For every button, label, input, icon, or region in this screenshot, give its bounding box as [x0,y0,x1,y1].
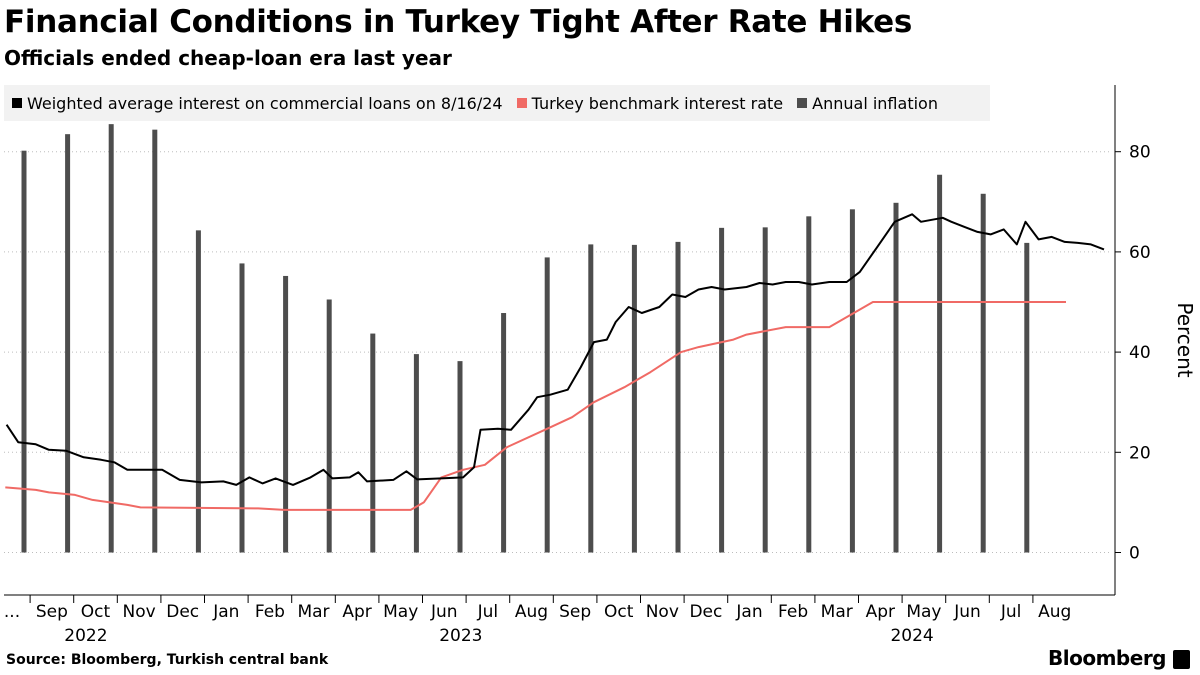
y-tick-label-80: 80 [1129,143,1151,163]
x-tick-label-2: Oct [81,602,111,622]
inflation-bar-16 [719,227,725,553]
legend-swatch-loans [12,98,22,108]
y-tick-label-60: 60 [1129,243,1151,263]
inflation-bar-11 [501,313,507,553]
legend-swatch-benchmark [516,98,527,108]
x-tick-label-3: Nov [123,602,156,622]
inflation-bar-0 [21,150,27,553]
legend-swatch-inflation [797,98,808,108]
inflation-bar-1 [65,134,71,553]
legend-label-inflation: Annual inflation [812,93,938,113]
legend-item-benchmark: Turkey benchmark interest rate [516,93,784,113]
source-note: Source: Bloomberg, Turkish central bank [6,652,329,668]
x-tick-label-8: Apr [342,602,371,622]
loans-rate-line [5,213,1105,486]
inflation-bar-9 [413,354,419,553]
x-tick-label-10: Jun [430,602,458,622]
x-year-label-0: 2022 [64,626,107,646]
x-tick-label-9: May [383,602,418,622]
inflation-bar-8 [370,333,376,553]
legend-item-inflation: Annual inflation [797,94,938,113]
x-tick-label-4: Dec [166,602,199,622]
inflation-bar-23 [1024,242,1030,553]
inflation-bar-13 [588,244,594,553]
inflation-bar-2 [108,124,114,553]
legend-label-loans: Weighted average interest on commercial … [27,93,503,113]
x-tick-label-17: Jan [735,602,762,622]
inflation-bar-22 [980,193,986,553]
x-tick-label-5: Jan [212,602,239,622]
x-tick-label-19: Mar [821,602,853,622]
x-tick-label-22: Jun [953,602,981,622]
line-series [5,213,1105,511]
inflation-bar-12 [544,257,550,553]
x-tick-label-20: Apr [866,602,895,622]
y-tick-label-0: 0 [1129,544,1140,564]
x-tick-label-15: Nov [646,602,679,622]
y-axis-title: Percent [1173,302,1197,377]
y-axis: 0 20 40 60 80 Percent [1114,85,1197,595]
inflation-bar-17 [762,227,768,553]
inflation-bar-6 [283,275,289,553]
x-tick-label-6: Feb [255,602,285,622]
y-tick-label-20: 20 [1129,443,1151,463]
inflation-bar-7 [326,299,332,553]
brand-wordmark: Bloomberg [1048,646,1166,670]
chart-legend: Weighted average interest on commercial … [4,85,990,121]
y-tick-label-40: 40 [1129,343,1151,363]
inflation-bar-19 [849,209,855,553]
x-tick-label-16: Dec [689,602,722,622]
grid-layer [4,151,1111,553]
chart-subtitle: Officials ended cheap-loan era last year [4,46,452,70]
x-tick-label-0: ... [4,602,20,622]
x-tick-label-1: Sep [36,602,68,622]
x-tick-label-21: May [906,602,941,622]
inflation-bar-18 [806,216,812,553]
bloomberg-logo-icon [1173,650,1190,669]
benchmark-rate-line [5,301,1066,511]
x-tick-label-24: Aug [1038,602,1071,622]
x-tick-label-18: Feb [778,602,808,622]
inflation-bar-21 [937,174,943,553]
legend-label-benchmark: Turkey benchmark interest rate [531,93,784,113]
x-tick-label-14: Oct [604,602,634,622]
x-year-label-2: 2024 [890,626,933,646]
x-tick-label-23: Jul [1000,602,1022,622]
inflation-bar-14 [631,244,637,553]
chart-title: Financial Conditions in Turkey Tight Aft… [4,4,912,40]
inflation-bar-3 [152,129,158,553]
x-tick-label-7: Mar [297,602,329,622]
inflation-bar-20 [893,202,899,553]
inflation-bar-4 [195,230,201,553]
inflation-bars [21,124,1030,553]
legend-item-loans: Weighted average interest on commercial … [12,94,503,113]
inflation-bar-10 [457,361,463,553]
inflation-bar-5 [239,263,245,553]
x-axis: ... Sep Oct Nov Dec Jan Feb Mar Apr May Jun Jul Aug S… [4,594,1115,646]
x-tick-label-13: Sep [559,602,591,622]
x-tick-label-11: Jul [477,602,499,622]
inflation-bar-15 [675,241,681,553]
x-tick-label-12: Aug [515,602,548,622]
x-year-label-1: 2023 [439,626,482,646]
